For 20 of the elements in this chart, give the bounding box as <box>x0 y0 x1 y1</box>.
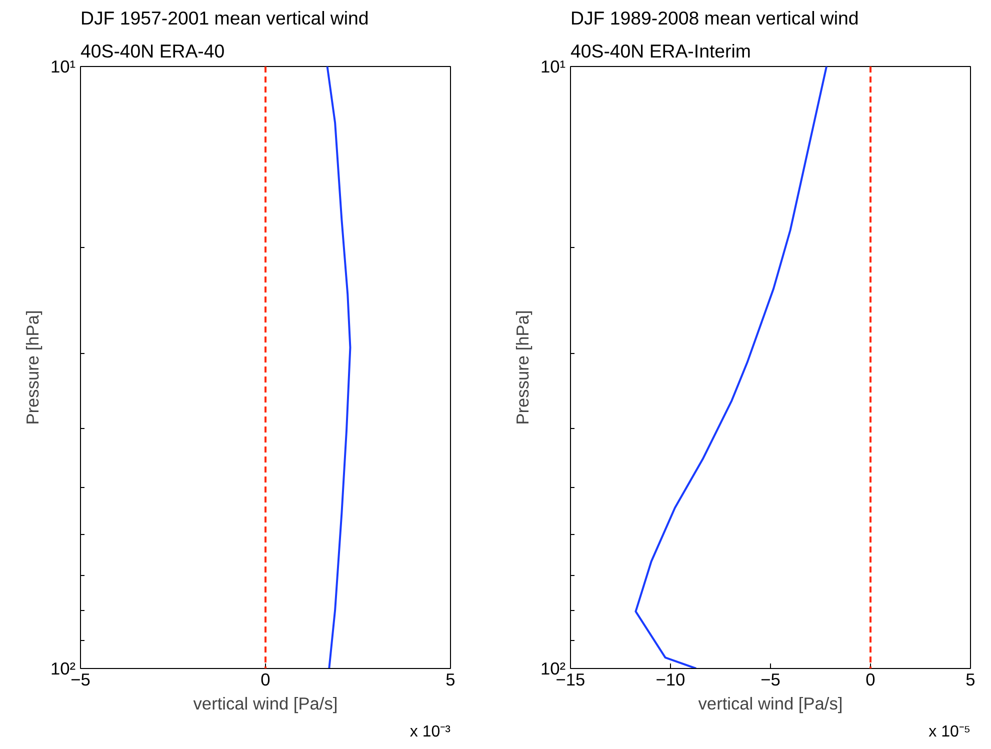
text: x 10⁻³ <box>410 724 452 740</box>
x-axis-title: vertical wind [Pa/s] <box>193 694 338 714</box>
chart-subtitle: 40S-40N ERA-Interim <box>570 40 751 62</box>
y-axis-title: Pressure [hPa] <box>512 310 532 425</box>
x-tick-label: 0 <box>866 670 876 690</box>
y-tick-label: 10¹ <box>50 56 76 76</box>
chart-subtitle: 40S-40N ERA-40 <box>80 40 225 62</box>
y-axis-title: Pressure [hPa] <box>22 310 42 425</box>
x-tick-label: −5 <box>760 670 780 690</box>
chart-title: DJF 1989-2008 mean vertical wind <box>570 8 859 28</box>
line-series <box>634 66 828 668</box>
x-tick-label: −10 <box>656 670 686 690</box>
x-tick-label: 0 <box>260 670 270 690</box>
x-axis-title: vertical wind [Pa/s] <box>698 694 843 714</box>
chart-title: DJF 1957-2001 mean vertical wind <box>80 8 369 28</box>
x-tick-label: 5 <box>966 670 976 690</box>
y-tick-label: 10¹ <box>540 56 566 76</box>
x-tick-label: 5 <box>446 670 456 690</box>
text: x 10⁻⁵ <box>928 724 970 740</box>
line-series <box>326 66 352 668</box>
